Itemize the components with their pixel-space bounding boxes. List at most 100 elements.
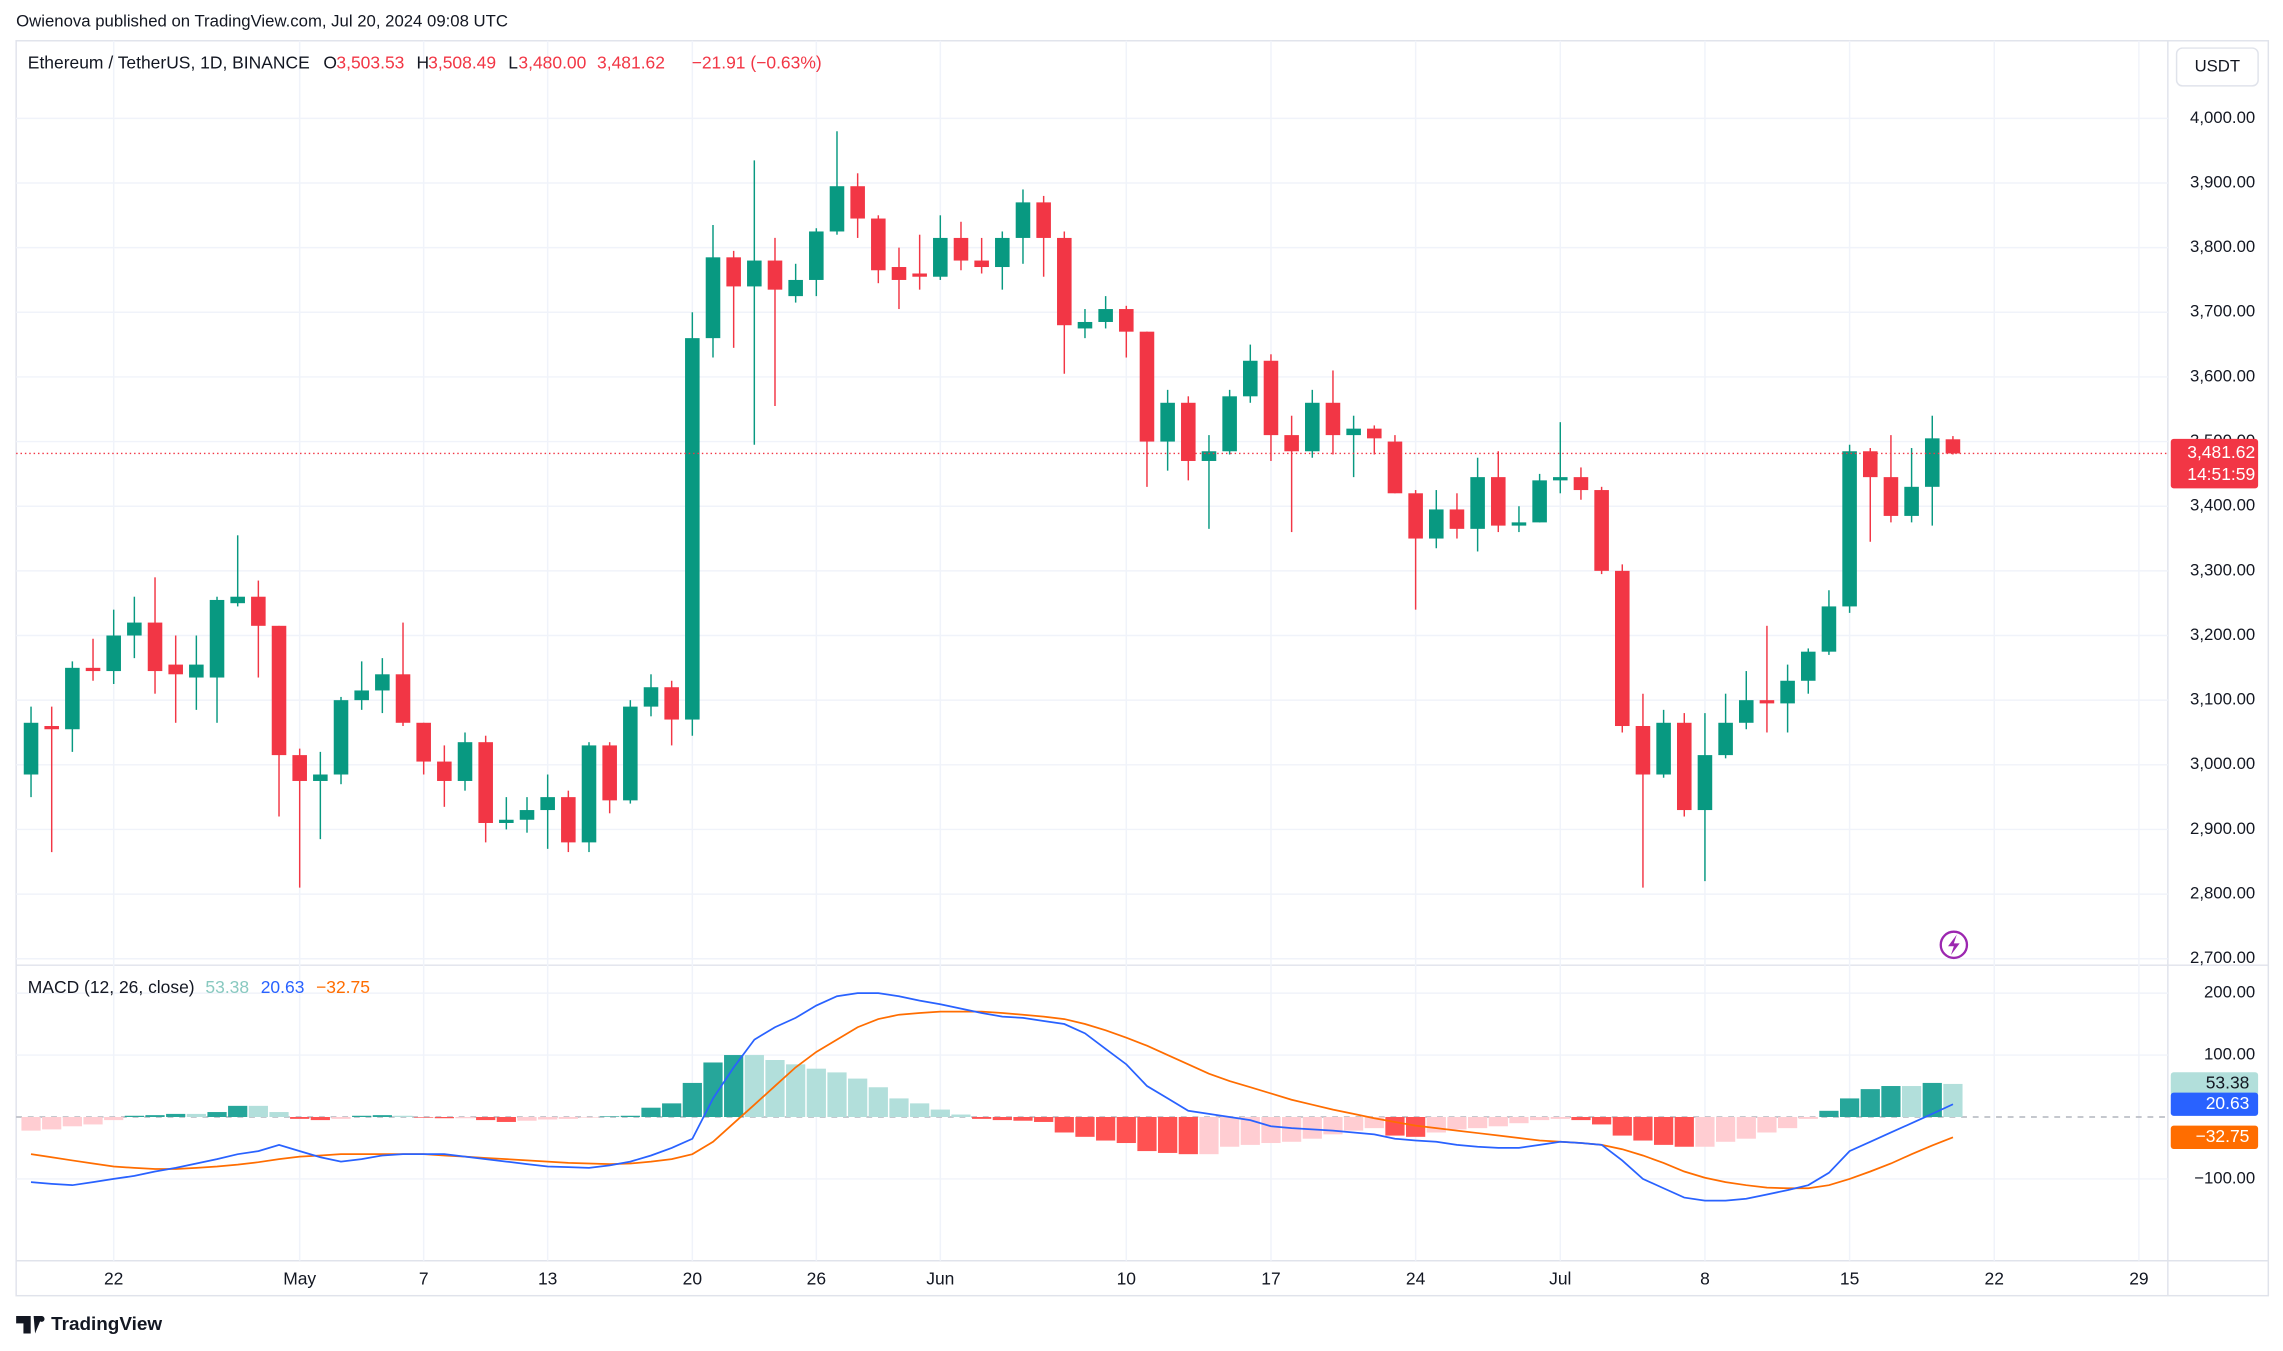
histogram-bar	[951, 1114, 971, 1118]
x-tick-label: 13	[538, 1268, 557, 1288]
candle-body	[602, 745, 617, 801]
histogram-bar	[1282, 1117, 1302, 1142]
macd-hist-legend: 53.38	[205, 977, 249, 997]
candle-body	[1780, 680, 1795, 704]
histogram-bar	[641, 1107, 661, 1118]
x-tick-label: 10	[1117, 1268, 1137, 1288]
candle-body	[809, 231, 824, 280]
y-tick-label: 3,400.00	[2190, 496, 2255, 515]
candle-body	[23, 722, 39, 775]
candle-body	[912, 273, 927, 277]
tradingview-logo[interactable]	[16, 1316, 45, 1334]
candle-body	[1842, 451, 1857, 607]
candle-body	[891, 267, 907, 280]
currency-label[interactable]: USDT	[2195, 56, 2241, 75]
histogram-bar	[1530, 1117, 1550, 1121]
candle-body	[871, 218, 886, 271]
last-price-label: 3,481.62	[2187, 442, 2255, 462]
ohlc-value: 3,508.49	[428, 53, 496, 73]
histogram-bar	[786, 1064, 806, 1118]
flash-icon[interactable]	[1939, 930, 1969, 960]
y-tick-label: −100.00	[2194, 1168, 2255, 1187]
labels: 4,000.00 3,900.00 3,800.00 3,700.00 3,600.00…	[104, 53, 2259, 1288]
histogram-bar	[1385, 1117, 1405, 1136]
candle-body	[333, 700, 349, 775]
candle-body	[271, 625, 287, 756]
histogram-bar	[1116, 1117, 1136, 1144]
histogram-bar	[331, 1117, 351, 1119]
histogram-bar	[434, 1117, 454, 1119]
histogram-bar	[476, 1117, 496, 1121]
x-tick-label: Jun	[926, 1268, 954, 1288]
flash-circle[interactable]	[1939, 930, 1969, 960]
histogram-bar	[166, 1113, 186, 1118]
candle-body	[1387, 441, 1403, 494]
x-tick-label: May	[283, 1268, 316, 1288]
candle-body	[1077, 321, 1093, 329]
macd-signal-legend: −32.75	[316, 977, 370, 997]
histogram-bar	[579, 1117, 599, 1118]
y-tick-label: 100.00	[2204, 1044, 2255, 1063]
histogram-bar	[682, 1082, 702, 1118]
histogram-bar	[744, 1055, 764, 1118]
candle-body	[1470, 477, 1485, 529]
histogram-bar	[1654, 1117, 1674, 1145]
histogram-bar	[1054, 1117, 1074, 1133]
candle-body	[664, 687, 679, 720]
candle-body	[1408, 493, 1423, 539]
histogram-bar	[104, 1117, 124, 1121]
candle-body	[1139, 331, 1155, 442]
y-tick-label: 3,200.00	[2190, 625, 2255, 644]
candle-body	[974, 260, 989, 268]
candle-body	[85, 667, 101, 672]
histogram-bar	[889, 1098, 909, 1118]
candle-body	[1945, 439, 1961, 454]
candle-body	[1883, 477, 1899, 516]
candle-body	[726, 257, 741, 287]
footer-brand[interactable]: TradingView	[51, 1314, 162, 1335]
candle-body	[623, 706, 638, 801]
candle-body	[1821, 606, 1837, 652]
flash-bolt[interactable]	[1948, 934, 1960, 956]
candle-body	[44, 726, 59, 730]
histogram-tag-label: 53.38	[2206, 1073, 2250, 1093]
candle-body	[1718, 722, 1733, 756]
candle-body	[1532, 480, 1547, 523]
candle-body	[1904, 486, 1919, 516]
histogram-bar	[1488, 1117, 1508, 1127]
histogram-bar	[145, 1115, 165, 1118]
histogram-bar	[910, 1103, 930, 1118]
candle-body	[995, 237, 1010, 268]
candle-body	[1181, 402, 1196, 461]
y-tick-label: 200.00	[2204, 983, 2255, 1002]
candle-body	[767, 260, 783, 290]
candle-body	[1862, 451, 1878, 478]
histogram-bar	[1364, 1117, 1384, 1129]
candle-body	[209, 599, 225, 678]
histogram-bar	[248, 1105, 268, 1118]
candle-body	[1676, 722, 1692, 811]
logo-dot[interactable]	[38, 1316, 45, 1322]
candle-body	[1098, 309, 1113, 322]
histogram-bar	[1178, 1117, 1198, 1155]
histogram-bar	[930, 1109, 950, 1118]
histogram-bar	[290, 1117, 310, 1119]
x-tick-label: 22	[1985, 1268, 2004, 1288]
histogram-bar	[1158, 1117, 1178, 1153]
candle-body	[1015, 202, 1031, 238]
histogram-bar	[42, 1117, 62, 1130]
histogram-bar	[848, 1078, 868, 1118]
candle-body	[1036, 202, 1051, 238]
candle-body	[1367, 428, 1382, 439]
logo-mark[interactable]	[16, 1316, 43, 1334]
candle-body	[106, 635, 121, 672]
currency-button[interactable]	[2175, 47, 2259, 87]
macd-title: MACD (12, 26, close)	[28, 977, 195, 997]
histogram-bar	[1302, 1117, 1322, 1139]
candle-body	[850, 186, 865, 219]
histogram-bar	[703, 1062, 723, 1118]
x-tick-label: 22	[104, 1268, 123, 1288]
candle-body	[1160, 402, 1175, 442]
histogram-bar	[83, 1117, 103, 1125]
histogram-bar	[1075, 1117, 1095, 1137]
